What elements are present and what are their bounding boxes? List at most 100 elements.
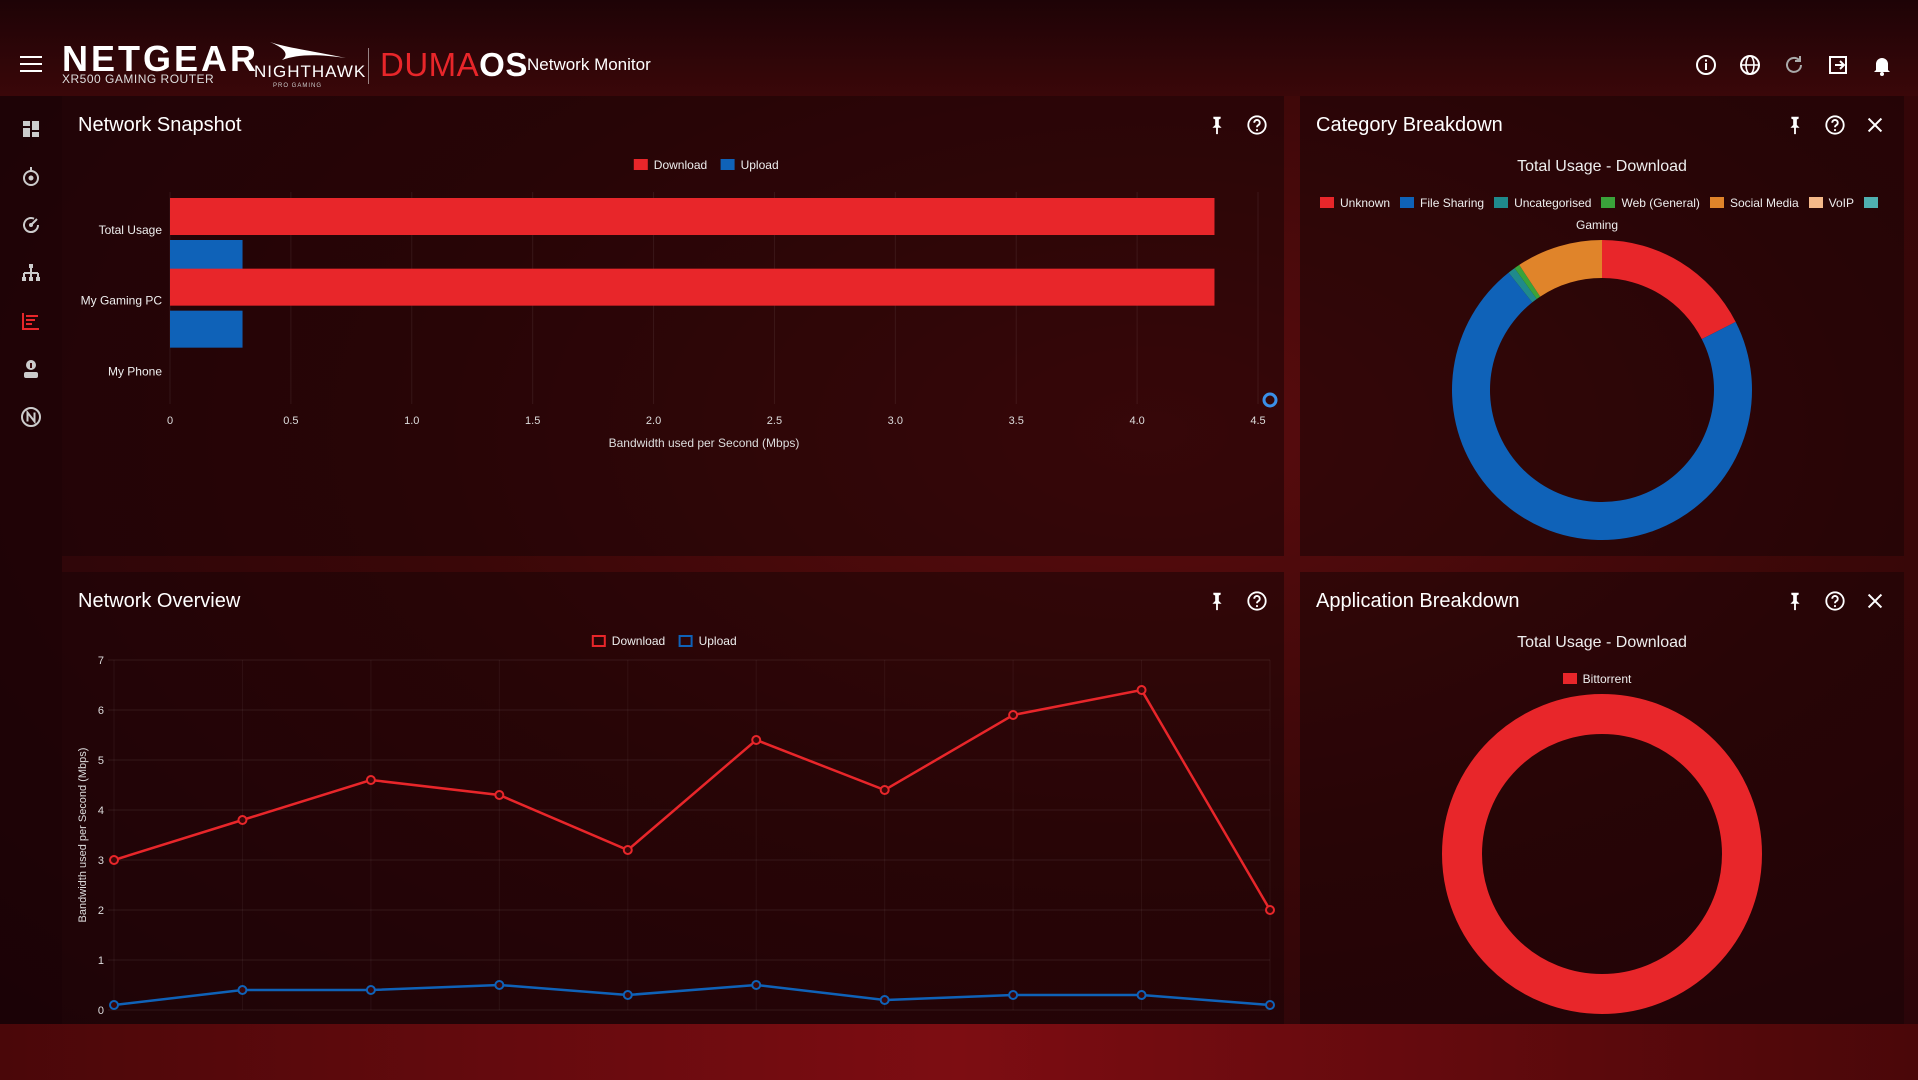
category-legend: Unknown File Sharing Uncategorised Web (Gen… xyxy=(1320,192,1884,236)
x-axis-label: Bandwidth used per Second (Mbps) xyxy=(609,436,800,450)
y-tick-label: 4 xyxy=(98,805,104,817)
help-icon[interactable] xyxy=(1246,114,1268,136)
legend-item[interactable]: Unknown xyxy=(1320,196,1390,210)
point-upload xyxy=(879,995,890,1005)
x-tick-label: 3.5 xyxy=(1009,415,1024,427)
legend-item[interactable]: Uncategorised xyxy=(1494,196,1591,210)
netgear-settings-icon[interactable] xyxy=(19,405,43,429)
legend-swatch xyxy=(591,635,606,647)
donut-slice-social-media xyxy=(1519,240,1602,297)
category-donut-chart xyxy=(1452,240,1752,540)
point-download xyxy=(109,855,119,865)
y-category-label: Total Usage xyxy=(99,223,163,237)
help-icon[interactable] xyxy=(1824,114,1846,136)
logout-icon[interactable] xyxy=(1826,53,1850,77)
legend-swatch xyxy=(633,159,648,170)
point-download xyxy=(1136,685,1147,695)
bar-download xyxy=(170,268,1215,306)
pin-icon[interactable] xyxy=(1206,114,1228,136)
network-monitor-icon[interactable] xyxy=(19,309,43,333)
menu-icon[interactable] xyxy=(20,56,42,72)
y-category-label: My Gaming PC xyxy=(81,294,163,308)
legend-item[interactable]: Gaming xyxy=(1576,196,1884,232)
y-tick-label: 6 xyxy=(98,705,104,717)
point-download xyxy=(1265,905,1275,915)
legend-item[interactable]: Web (General) xyxy=(1601,196,1700,210)
panel-title: Network Snapshot xyxy=(78,114,242,136)
legend-label: Gaming xyxy=(1575,218,1619,232)
point-download xyxy=(494,790,505,800)
globe-icon[interactable] xyxy=(1738,53,1762,77)
bar-upload xyxy=(170,310,243,348)
legend-item: Download xyxy=(591,634,665,648)
profiles-icon[interactable] xyxy=(19,357,43,381)
refresh-icon[interactable] xyxy=(1782,53,1806,77)
legend-swatch xyxy=(1320,197,1334,208)
legend-item[interactable]: Social Media xyxy=(1709,196,1799,210)
y-tick-label: 5 xyxy=(98,755,104,767)
nighthawk-logo-icon xyxy=(270,42,346,60)
point-upload xyxy=(1136,990,1147,1000)
point-upload xyxy=(751,980,762,990)
x-tick-label: 4.5 xyxy=(1250,415,1265,427)
point-upload xyxy=(365,985,376,995)
nighthawk-subtitle: PRO GAMING xyxy=(273,83,323,89)
legend-item: Upload xyxy=(678,634,737,648)
nighthawk-logo: NIGHTHAWK xyxy=(254,62,367,81)
donut-slice-bittorrent xyxy=(1442,694,1762,1014)
pin-icon[interactable] xyxy=(1206,590,1228,612)
panel-title: Application Breakdown xyxy=(1316,590,1520,612)
point-upload xyxy=(494,980,505,990)
point-download xyxy=(751,735,762,745)
legend-label: Social Media xyxy=(1729,196,1799,210)
x-tick-label: 1.5 xyxy=(525,415,540,427)
point-upload xyxy=(1008,990,1019,1000)
y-tick-label: 2 xyxy=(98,905,104,917)
legend-item[interactable]: File Sharing xyxy=(1400,196,1484,210)
geo-filter-icon[interactable] xyxy=(19,165,43,189)
legend-swatch xyxy=(678,635,693,647)
donut-slice-uncategorised xyxy=(1508,268,1537,303)
dashboard-icon[interactable] xyxy=(19,117,43,141)
legend-swatch xyxy=(1562,673,1577,684)
pin-icon[interactable] xyxy=(1784,590,1806,612)
chart-legend: Download Upload xyxy=(591,634,737,648)
legend-swatch xyxy=(1601,197,1616,208)
header-divider xyxy=(368,48,369,84)
point-download xyxy=(365,775,376,785)
chart-subtitle: Total Usage - Download xyxy=(1517,158,1687,175)
legend-item[interactable]: VoIP xyxy=(1808,196,1854,210)
y-tick-label: 0 xyxy=(98,1005,104,1017)
bell-icon[interactable] xyxy=(1870,53,1894,77)
sidebar xyxy=(0,96,62,1024)
x-tick-label: 0 xyxy=(167,415,173,427)
device-manager-icon[interactable] xyxy=(19,261,43,285)
y-category-label: My Phone xyxy=(108,364,162,378)
point-download xyxy=(237,815,248,825)
panel-title: Category Breakdown xyxy=(1316,114,1503,136)
pin-icon[interactable] xyxy=(1784,114,1806,136)
qos-icon[interactable] xyxy=(19,213,43,237)
legend-label: Upload xyxy=(741,158,779,172)
brand-subtitle: XR500 GAMING ROUTER xyxy=(62,72,215,86)
x-tick-label: 2.0 xyxy=(646,415,661,427)
line-download xyxy=(113,688,1272,911)
info-icon[interactable] xyxy=(1694,53,1718,77)
legend-item: Upload xyxy=(720,158,779,172)
duma-os-logo: DUMAOS xyxy=(380,46,528,83)
brand-logo: NETGEAR xyxy=(62,38,260,79)
close-icon[interactable] xyxy=(1864,114,1886,136)
legend-label: Uncategorised xyxy=(1514,196,1592,210)
legend-item[interactable]: Bittorrent xyxy=(1562,672,1631,686)
x-tick-label: 0.5 xyxy=(283,415,298,427)
point-upload xyxy=(109,1000,119,1010)
point-download xyxy=(879,785,890,795)
help-icon[interactable] xyxy=(1246,590,1268,612)
legend-label: Download xyxy=(612,634,665,648)
legend-item: Download xyxy=(633,158,707,172)
close-icon[interactable] xyxy=(1864,590,1886,612)
legend-label: Web (General) xyxy=(1621,196,1700,210)
legend-swatch xyxy=(1864,197,1878,208)
application-donut-chart xyxy=(1442,694,1762,1014)
help-icon[interactable] xyxy=(1824,590,1846,612)
